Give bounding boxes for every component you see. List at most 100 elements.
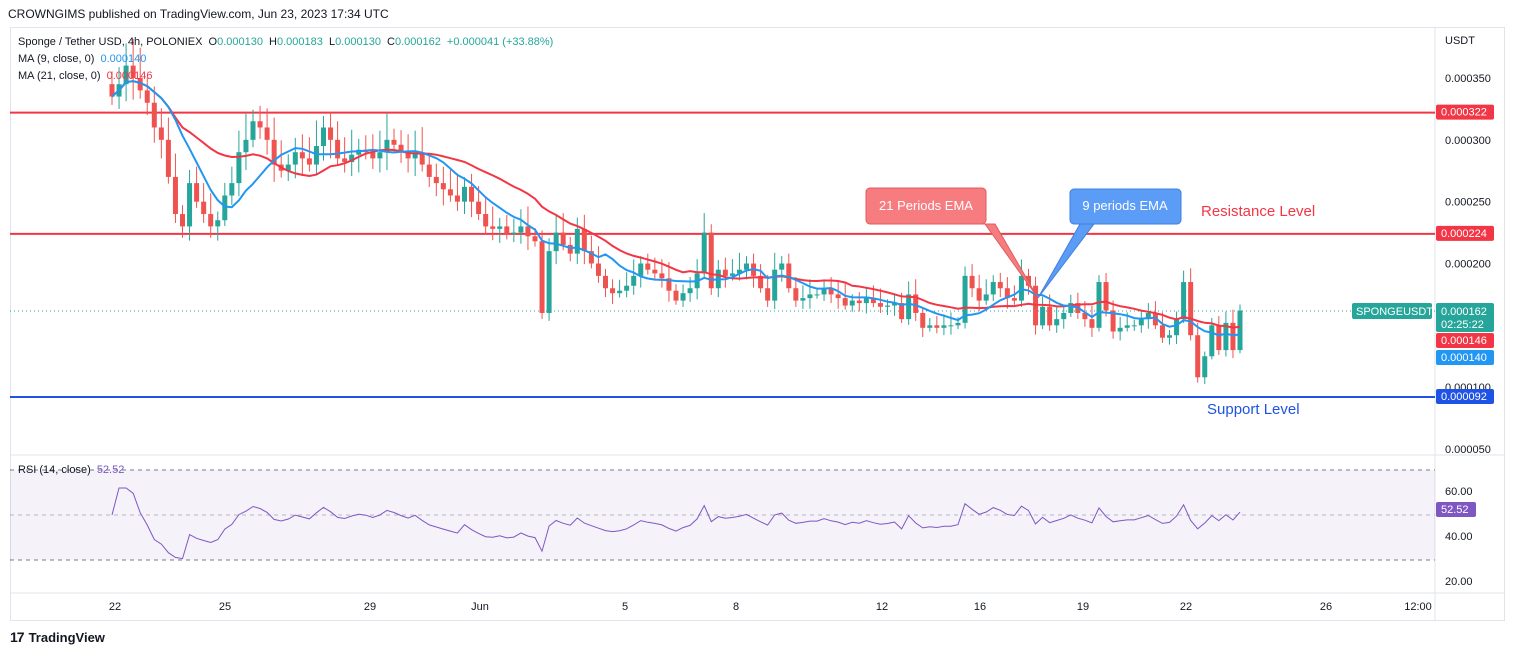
candle-body bbox=[1054, 319, 1060, 326]
ma21-line bbox=[111, 80, 1241, 329]
candle-body bbox=[807, 294, 813, 299]
candle-body bbox=[1011, 298, 1017, 301]
candle-body bbox=[772, 269, 778, 301]
last-price-tag: SPONGEUSDT 0.000162 02:25:22 bbox=[1352, 303, 1494, 332]
candle-body bbox=[1089, 319, 1095, 328]
candle-body bbox=[1195, 335, 1201, 378]
candle-body bbox=[158, 127, 164, 140]
y-tick-label: 0.000300 bbox=[1445, 135, 1491, 147]
x-tick-label: 5 bbox=[622, 601, 628, 613]
y-tick-label: 0.000200 bbox=[1445, 259, 1491, 271]
symbol-name: Sponge / Tether USD, 4h, POLONIEX bbox=[18, 36, 203, 48]
candle-body bbox=[906, 294, 912, 320]
candle-body bbox=[997, 282, 1003, 289]
candle-body bbox=[708, 232, 714, 289]
candle-body bbox=[1110, 310, 1116, 332]
candle-body bbox=[454, 195, 460, 202]
ma9-tag: 0.000140 bbox=[1436, 350, 1494, 365]
candle-body bbox=[518, 226, 524, 233]
candle-body bbox=[328, 127, 334, 140]
ema21-callout-text: 21 Periods EMA bbox=[879, 198, 973, 213]
candle-body bbox=[1159, 325, 1165, 338]
rsi-legend-label: RSI (14, close) bbox=[18, 464, 91, 476]
x-tick-label: 12 bbox=[876, 601, 888, 613]
candle-body bbox=[955, 322, 961, 326]
y-tick-label: 0.000250 bbox=[1445, 197, 1491, 209]
candle-body bbox=[913, 294, 919, 313]
candle-body bbox=[264, 127, 270, 140]
candle-body bbox=[687, 288, 693, 294]
ma9-tag-text: 0.000140 bbox=[1441, 352, 1487, 364]
ma21-legend: MA (21, close, 0) 0.000146 bbox=[18, 70, 156, 82]
candle-body bbox=[624, 285, 630, 291]
candle-body bbox=[335, 139, 341, 159]
x-tick-label: 26 bbox=[1320, 601, 1332, 613]
candle-body bbox=[856, 300, 862, 304]
candle-body bbox=[1202, 356, 1208, 378]
publisher-line: CROWNGIMS published on TradingView.com, … bbox=[8, 7, 389, 21]
level-tag-text: 0.000224 bbox=[1441, 228, 1487, 240]
change-value: +0.000041 (+33.88%) bbox=[446, 36, 554, 48]
x-tick-label: 19 bbox=[1077, 601, 1089, 613]
candle-body bbox=[1131, 325, 1137, 327]
candle-body bbox=[849, 300, 855, 306]
rsi-value-tag-text: 52.52 bbox=[1441, 504, 1469, 516]
x-tick-label: 22 bbox=[109, 601, 121, 613]
candle-body bbox=[172, 176, 178, 215]
chart-frame bbox=[10, 27, 1505, 621]
candle-body bbox=[405, 152, 411, 159]
candle-body bbox=[208, 214, 214, 227]
candle-body bbox=[631, 275, 637, 286]
candle-body bbox=[603, 275, 608, 289]
candle-body bbox=[828, 288, 834, 295]
ema9-callout: 9 periods EMA bbox=[1037, 188, 1182, 299]
rsi-tick-20: 20.00 bbox=[1445, 576, 1473, 588]
candle-body bbox=[842, 298, 848, 306]
candle-body bbox=[483, 214, 489, 227]
candle-body bbox=[934, 325, 940, 328]
candle-body bbox=[1068, 303, 1074, 313]
candle-body bbox=[610, 288, 616, 294]
candle-body bbox=[497, 226, 503, 229]
rsi-tick-40: 40.00 bbox=[1445, 531, 1473, 543]
candle-body bbox=[412, 152, 418, 159]
candle-body bbox=[581, 228, 587, 252]
candle-body bbox=[504, 226, 510, 234]
candle-body bbox=[144, 90, 150, 103]
tradingview-logo[interactable]: 17 TradingView bbox=[10, 629, 105, 645]
candle-body bbox=[165, 139, 171, 177]
candle-body bbox=[187, 183, 193, 227]
open-value: 0.000130 bbox=[217, 36, 263, 48]
currency-label: USDT bbox=[1445, 35, 1475, 47]
candle-body bbox=[433, 176, 439, 184]
candle-body bbox=[342, 158, 348, 163]
tradingview-brand-text: TradingView bbox=[28, 629, 105, 645]
candle-body bbox=[962, 275, 968, 323]
candle-body bbox=[574, 228, 580, 254]
candle-body bbox=[546, 251, 552, 313]
candle-body bbox=[1167, 335, 1172, 338]
candle-body bbox=[1103, 282, 1109, 311]
candle-body bbox=[1188, 282, 1194, 336]
ma21-tag-text: 0.000146 bbox=[1441, 335, 1487, 347]
candle-body bbox=[892, 303, 898, 306]
candle-body bbox=[1047, 306, 1053, 326]
candle-body bbox=[391, 139, 397, 145]
rsi-tick-60: 60.00 bbox=[1445, 486, 1473, 498]
candle-body bbox=[285, 164, 291, 171]
last-price-value: 0.000162 bbox=[1441, 306, 1487, 318]
candle-body bbox=[680, 293, 686, 301]
candle-body bbox=[765, 288, 771, 301]
rsi-legend: RSI (14, close) 52.52 bbox=[18, 464, 127, 476]
candle-body bbox=[1209, 325, 1215, 357]
ema21-callout: 21 Periods EMA bbox=[865, 187, 1039, 299]
candle-body bbox=[1096, 282, 1102, 328]
candle-body bbox=[1124, 325, 1130, 328]
candle-body bbox=[786, 263, 792, 289]
candle-body bbox=[426, 164, 432, 177]
x-axis: 22 25 29 Jun 5 8 12 16 19 22 26 12:00 bbox=[109, 601, 1432, 613]
ma9-legend: MA (9, close, 0) 0.000140 bbox=[18, 53, 149, 65]
x-tick-label: Jun bbox=[471, 601, 489, 613]
symbol-legend: Sponge / Tether USD, 4h, POLONIEX O0.000… bbox=[18, 36, 556, 48]
